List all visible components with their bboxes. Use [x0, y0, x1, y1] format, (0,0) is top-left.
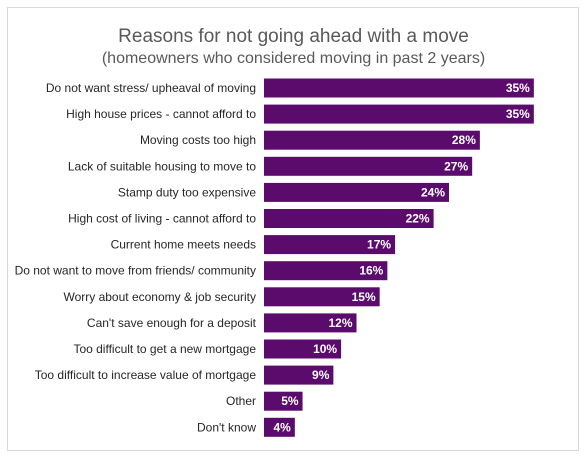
- value-label-high-cost-of-living-cannot-afford-to: 22%: [406, 212, 430, 226]
- category-label-can-t-save-enough-for-a-deposit: Can't save enough for a deposit: [87, 316, 257, 330]
- value-label-don-t-know: 4%: [273, 420, 291, 434]
- category-label-moving-costs-too-high: Moving costs too high: [140, 133, 256, 147]
- category-label-too-difficult-to-increase-value-of-mortgage: Too difficult to increase value of mortg…: [35, 368, 257, 382]
- value-label-lack-of-suitable-housing-to-move-to: 27%: [444, 159, 468, 173]
- bar-moving-costs-too-high: [264, 131, 480, 150]
- value-label-worry-about-economy-job-security: 15%: [352, 290, 376, 304]
- category-label-other: Other: [226, 394, 256, 408]
- value-label-can-t-save-enough-for-a-deposit: 12%: [328, 316, 352, 330]
- category-label-current-home-meets-needs: Current home meets needs: [111, 238, 256, 252]
- bar-high-house-prices-cannot-afford-to: [264, 105, 534, 124]
- category-label-high-cost-of-living-cannot-afford-to: High cost of living - cannot afford to: [68, 212, 256, 226]
- value-label-stamp-duty-too-expensive: 24%: [421, 185, 445, 199]
- category-label-lack-of-suitable-housing-to-move-to: Lack of suitable housing to move to: [68, 159, 256, 173]
- value-label-other: 5%: [281, 394, 299, 408]
- category-label-don-t-know: Don't know: [197, 420, 256, 434]
- value-label-too-difficult-to-increase-value-of-mortgage: 9%: [312, 368, 330, 382]
- value-label-moving-costs-too-high: 28%: [452, 133, 476, 147]
- bar-do-not-want-stress-upheaval-of-moving: [264, 79, 534, 98]
- category-label-worry-about-economy-job-security: Worry about economy & job security: [63, 290, 256, 304]
- bar-lack-of-suitable-housing-to-move-to: [264, 157, 472, 176]
- value-label-do-not-want-stress-upheaval-of-moving: 35%: [506, 81, 530, 95]
- category-label-stamp-duty-too-expensive: Stamp duty too expensive: [118, 185, 256, 199]
- value-label-high-house-prices-cannot-afford-to: 35%: [506, 107, 530, 121]
- category-label-too-difficult-to-get-a-new-mortgage: Too difficult to get a new mortgage: [73, 342, 256, 356]
- value-label-too-difficult-to-get-a-new-mortgage: 10%: [313, 342, 337, 356]
- category-label-do-not-want-stress-upheaval-of-moving: Do not want stress/ upheaval of moving: [46, 81, 256, 95]
- value-label-do-not-want-to-move-from-friends-community: 16%: [359, 264, 383, 278]
- category-label-high-house-prices-cannot-afford-to: High house prices - cannot afford to: [66, 107, 256, 121]
- category-label-do-not-want-to-move-from-friends-community: Do not want to move from friends/ commun…: [15, 264, 256, 278]
- value-label-current-home-meets-needs: 17%: [367, 238, 391, 252]
